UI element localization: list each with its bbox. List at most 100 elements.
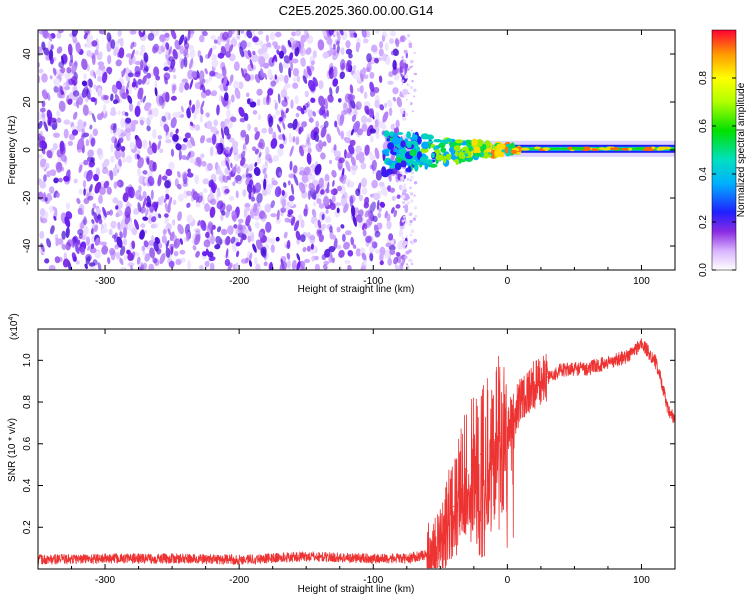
noise-blob xyxy=(127,252,134,261)
noise-blob xyxy=(232,181,236,187)
noise-blob xyxy=(163,197,167,203)
noise-blob xyxy=(78,164,83,173)
noise-blob xyxy=(116,236,123,248)
noise-speckle xyxy=(205,79,209,84)
noise-blob xyxy=(194,234,201,246)
noise-blob xyxy=(308,182,315,192)
noise-speckle xyxy=(210,91,217,97)
noise-blob xyxy=(313,131,320,142)
noise-speckle xyxy=(314,263,320,270)
noise-speckle xyxy=(301,174,309,183)
noise-blob xyxy=(106,32,112,43)
noise-fringe xyxy=(413,95,416,98)
noise-speckle xyxy=(336,244,342,250)
noise-speckle xyxy=(235,262,239,270)
signal-blob xyxy=(510,149,518,154)
noise-blob xyxy=(329,87,333,96)
noise-blob xyxy=(40,107,46,113)
noise-speckle xyxy=(374,119,379,128)
noise-blob xyxy=(238,106,245,117)
spectrogram-y-tick-label: 0 xyxy=(22,147,33,153)
noise-blob xyxy=(107,257,111,265)
noise-fringe xyxy=(411,80,414,83)
noise-speckle xyxy=(137,167,142,177)
noise-speckle xyxy=(94,250,101,259)
noise-blob xyxy=(127,95,133,104)
noise-blob xyxy=(302,75,308,84)
noise-blob xyxy=(250,196,256,202)
noise-blob xyxy=(362,74,369,80)
noise-blob xyxy=(308,79,316,92)
noise-blob xyxy=(177,223,184,235)
noise-blob xyxy=(339,113,345,125)
noise-speckle xyxy=(340,130,344,140)
noise-speckle xyxy=(86,39,93,49)
noise-blob xyxy=(118,47,125,59)
noise-blob xyxy=(50,225,55,235)
noise-speckle xyxy=(369,135,374,143)
snr-plot-area xyxy=(38,338,675,569)
noise-blob xyxy=(90,228,94,235)
signal-line-blob xyxy=(621,147,629,151)
signal-blob xyxy=(389,160,399,164)
snr-y-tick-label: 0.8 xyxy=(22,395,33,409)
signal-blob xyxy=(385,153,390,157)
noise-blob xyxy=(365,66,371,73)
noise-blob xyxy=(242,142,247,150)
noise-blob xyxy=(248,260,253,267)
noise-speckle xyxy=(194,124,201,131)
noise-blob xyxy=(306,136,310,146)
noise-speckle xyxy=(262,188,268,197)
noise-speckle xyxy=(387,99,392,108)
signal-line-blob xyxy=(578,147,585,150)
noise-speckle xyxy=(266,42,272,48)
noise-speckle xyxy=(110,143,114,153)
signal-blob xyxy=(399,148,407,154)
noise-blob xyxy=(91,219,95,224)
signal-line-blob xyxy=(644,146,653,150)
noise-speckle xyxy=(255,263,261,270)
noise-blob xyxy=(246,98,251,105)
noise-blob xyxy=(263,62,270,69)
noise-blob xyxy=(349,139,356,147)
noise-blob xyxy=(225,160,230,171)
noise-speckle xyxy=(85,139,90,147)
noise-blob xyxy=(318,177,324,189)
signal-blob xyxy=(455,150,459,157)
noise-blob xyxy=(317,229,323,236)
noise-speckle xyxy=(117,38,121,44)
noise-blob xyxy=(205,89,212,96)
noise-blob xyxy=(269,261,274,270)
noise-blob xyxy=(396,194,401,199)
signal-line-blob xyxy=(523,147,528,151)
noise-blob xyxy=(352,244,357,249)
snr-point xyxy=(372,558,374,560)
noise-speckle xyxy=(309,235,316,241)
noise-blob xyxy=(404,64,408,75)
noise-blob xyxy=(183,56,188,68)
noise-speckle xyxy=(95,69,102,76)
noise-speckle xyxy=(142,190,147,200)
noise-blob xyxy=(133,78,138,88)
noise-speckle xyxy=(210,126,218,133)
noise-blob xyxy=(311,209,317,218)
noise-blob xyxy=(177,211,183,222)
noise-blob xyxy=(62,258,70,268)
noise-speckle xyxy=(295,136,300,146)
noise-blob xyxy=(192,191,198,201)
snr-x-tick-label: -200 xyxy=(229,575,249,586)
noise-blob xyxy=(146,125,151,132)
noise-speckle xyxy=(273,99,277,104)
noise-speckle xyxy=(256,98,261,107)
noise-blob xyxy=(53,86,59,93)
signal-blob xyxy=(400,140,406,148)
noise-fringe xyxy=(410,200,414,203)
snr-x-tick-label: -300 xyxy=(95,575,115,586)
noise-blob xyxy=(213,39,218,44)
snr-point xyxy=(466,470,468,472)
noise-blob xyxy=(338,157,345,164)
noise-blob xyxy=(324,98,328,110)
noise-blob xyxy=(317,219,322,229)
noise-speckle xyxy=(329,159,332,165)
noise-blob xyxy=(360,73,364,82)
